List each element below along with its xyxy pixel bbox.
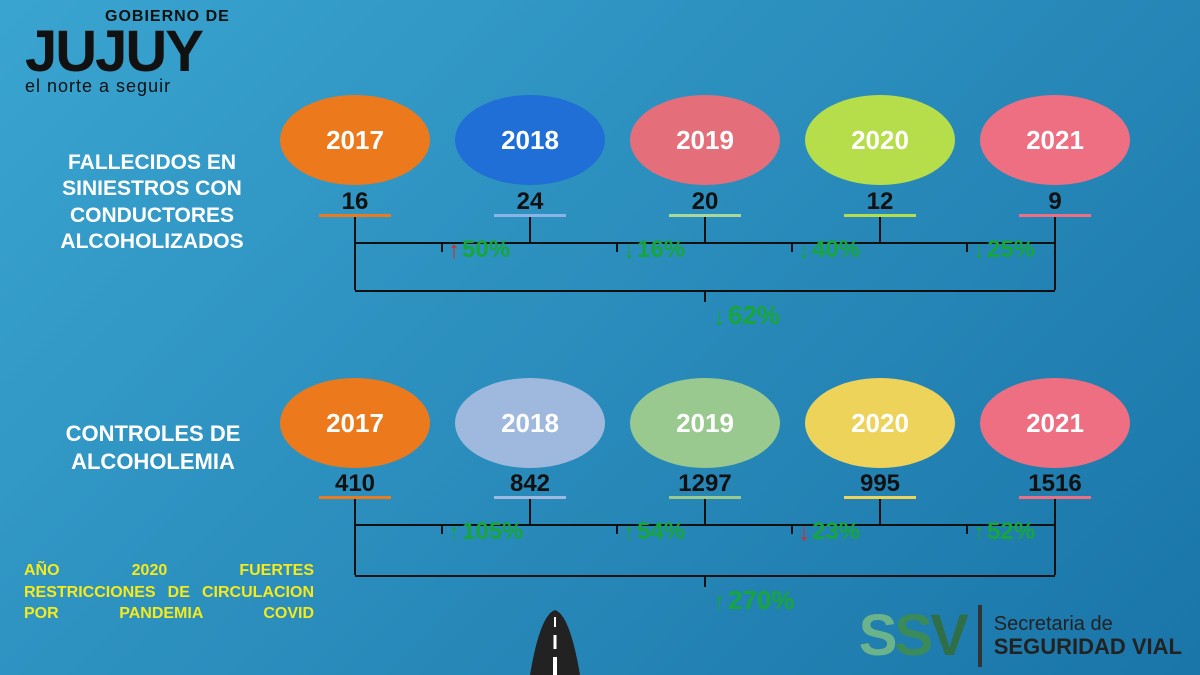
change-pct: ↓23% <box>798 518 860 547</box>
bracket-drop <box>354 217 356 242</box>
bracket-tick <box>441 524 443 534</box>
year-value-2018: 24 <box>485 188 575 216</box>
change-pct: ↑105% <box>448 518 523 547</box>
year-value-2018: 842 <box>485 470 575 498</box>
section2-label: CONTROLES DEALCOHOLEMIA <box>38 420 268 475</box>
bracket-drop <box>354 499 356 524</box>
overall-drop <box>354 242 356 290</box>
change-pct: ↓16% <box>623 236 685 265</box>
bracket-drop <box>1054 217 1056 242</box>
bracket-drop <box>529 499 531 524</box>
change-pct: ↑52% <box>973 518 1035 547</box>
bracket-drop <box>529 217 531 242</box>
year-ellipse-2021: 2021 <box>980 95 1130 185</box>
year-ellipse-2020: 2020 <box>805 95 955 185</box>
year-ellipse-2021: 2021 <box>980 378 1130 468</box>
bracket-tick <box>791 242 793 252</box>
overall-drop <box>1054 242 1056 290</box>
year-ellipse-2019: 2019 <box>630 95 780 185</box>
year-value-2019: 20 <box>660 188 750 216</box>
year-value-2020: 995 <box>835 470 925 498</box>
bracket-drop <box>704 499 706 524</box>
bracket-tick <box>616 524 618 534</box>
overall-drop <box>354 524 356 575</box>
change-pct: ↑50% <box>448 236 510 265</box>
road-icon <box>420 605 680 675</box>
ssv-text: Secretaria de SEGURIDAD VIAL <box>994 614 1182 658</box>
bracket-tick <box>966 524 968 534</box>
year-value-2017: 16 <box>310 188 400 216</box>
year-ellipse-2020: 2020 <box>805 378 955 468</box>
logo-name: JUJUY <box>25 26 230 78</box>
year-ellipse-2018: 2018 <box>455 378 605 468</box>
year-ellipse-2019: 2019 <box>630 378 780 468</box>
year-value-2021: 1516 <box>1010 470 1100 498</box>
change-pct: ↓25% <box>973 236 1035 265</box>
ssv-line1: Secretaria de <box>994 614 1182 635</box>
overall-pct: ↑270% <box>713 585 795 617</box>
overall-tick <box>704 575 706 587</box>
overall-pct: ↓62% <box>713 300 780 332</box>
covid-note: AÑO 2020 FUERTES RESTRICCIONES DE CIRCUL… <box>24 560 314 625</box>
bracket-drop <box>879 217 881 242</box>
year-ellipse-2017: 2017 <box>280 95 430 185</box>
overall-drop <box>1054 524 1056 575</box>
jujuy-logo: GOBIERNO DE JUJUY el norte a seguir <box>25 8 230 97</box>
year-value-2021: 9 <box>1010 188 1100 216</box>
year-value-2020: 12 <box>835 188 925 216</box>
bracket-drop <box>879 499 881 524</box>
bracket-tick <box>791 524 793 534</box>
overall-tick <box>704 290 706 302</box>
change-pct: ↓40% <box>798 236 860 265</box>
ssv-logo: SSV Secretaria de SEGURIDAD VIAL <box>859 605 1182 667</box>
bracket-drop <box>704 217 706 242</box>
bracket-tick <box>441 242 443 252</box>
infographic-canvas: GOBIERNO DE JUJUY el norte a seguir FALL… <box>0 0 1200 675</box>
ssv-line2: SEGURIDAD VIAL <box>994 635 1182 658</box>
change-pct: ↑54% <box>623 518 685 547</box>
bracket-drop <box>1054 499 1056 524</box>
year-ellipse-2017: 2017 <box>280 378 430 468</box>
section1-label: FALLECIDOS ENSINIESTROS CONCONDUCTORESAL… <box>22 150 282 255</box>
year-ellipse-2018: 2018 <box>455 95 605 185</box>
year-value-2017: 410 <box>310 470 400 498</box>
bracket-tick <box>966 242 968 252</box>
ssv-divider <box>978 605 982 667</box>
ssv-acronym: SSV <box>859 607 966 665</box>
year-value-2019: 1297 <box>660 470 750 498</box>
bracket-tick <box>616 242 618 252</box>
